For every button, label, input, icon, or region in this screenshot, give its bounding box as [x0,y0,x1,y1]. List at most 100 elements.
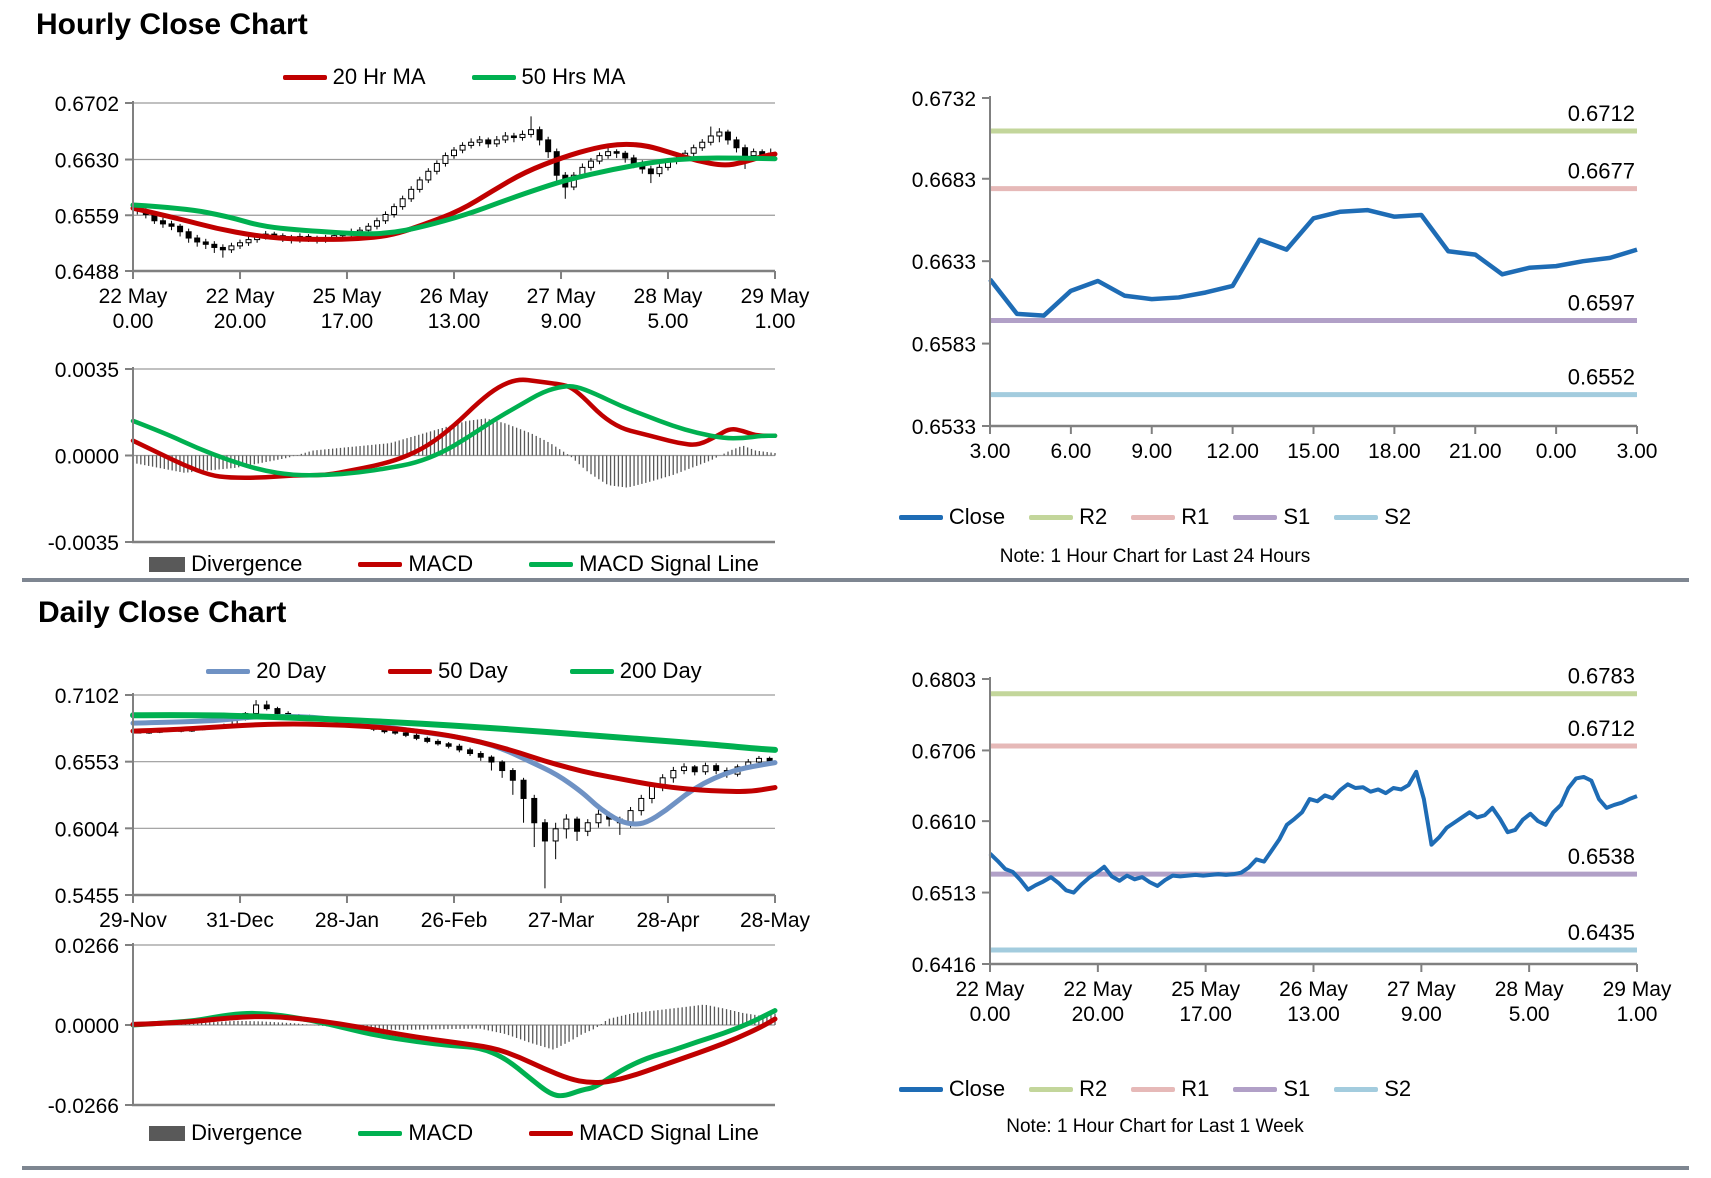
candle [595,813,602,824]
candle [681,766,688,772]
section-divider-top [22,578,1689,582]
candle [442,155,449,164]
series-20-hr-ma [130,141,778,242]
y-axis-label: 0.6683 [912,169,976,192]
candle [408,188,415,200]
candle [528,129,535,135]
candle [459,144,466,151]
pivot-label-r1: 0.6712 [1568,716,1635,741]
daily-section-title: Daily Close Chart [38,596,287,629]
x-axis-label: 27 May [527,285,596,308]
candle [638,797,645,812]
series-20-day [130,713,778,827]
x-axis-label: 22 May [206,285,275,308]
candle [263,704,270,710]
legend-label: R2 [1079,504,1108,529]
candle [211,243,218,248]
legend-line-swatch [569,668,614,674]
candle [766,757,773,762]
legend-label: S1 [1283,1076,1311,1101]
legend-label: S1 [1283,504,1311,529]
candle [237,242,243,247]
candle [425,170,432,181]
x-axis-label: 6.00 [1050,440,1091,463]
candle [656,166,663,175]
y-axis-label: 0.6630 [55,150,119,173]
candle [755,757,762,763]
weekly-chart-note: Note: 1 Hour Chart for Last 1 Week [1006,1116,1304,1137]
x-axis-label: 1.00 [755,310,796,333]
candle [274,708,281,714]
pivot-label-s2: 0.6552 [1568,365,1635,390]
x-axis-label: 5.00 [648,310,689,333]
legend-item-s2: S2 [1334,1076,1411,1102]
x-axis-label: 26-Feb [421,909,488,932]
candle [433,162,440,172]
candle [424,737,431,742]
candle [702,765,709,773]
candle [648,785,655,799]
candle [553,151,560,176]
x-axis-label: 3.00 [970,440,1011,463]
legend-item-s1: S1 [1233,1076,1310,1102]
x-axis-label: 25 May [313,285,382,308]
legend-line-swatch [1029,1086,1074,1092]
candle [510,135,517,139]
candle [670,770,677,779]
legend-label: R2 [1079,1076,1108,1101]
pivot-label-s2: 0.6435 [1568,920,1635,945]
candle [742,147,749,157]
candle [476,139,483,143]
candle [552,828,559,842]
legend-line-swatch [1131,1086,1176,1092]
daily_macd-chart: -0.0266 0.0000 0.0266 [48,935,778,1118]
legend-box-swatch [149,1125,186,1141]
candle [630,157,637,164]
legend-item-macd: MACD [358,551,473,577]
series-close [988,769,1638,895]
x-axis-label: 22 May [1063,978,1132,1001]
x-axis-label: 13.00 [428,310,481,333]
candle [519,133,526,139]
legend-line-swatch [529,561,574,567]
candle [493,139,500,145]
legend-item-20-day: 20 Day [206,658,326,684]
candle [509,770,516,781]
y-axis-label: 0.5455 [55,885,119,908]
legend-line-swatch [1233,514,1278,520]
x-axis-label: 9.00 [541,310,582,333]
y-axis-label: 0.6583 [912,334,976,357]
daily-price-legend: 20 Day 50 Day 200 Day [133,658,775,684]
y-axis-label: 0.6732 [912,88,976,111]
candle [219,246,226,251]
candle [391,206,398,215]
legend-item-macd: MACD [358,1120,473,1146]
candle [699,141,706,149]
candle [434,740,441,745]
pivot-label-s1: 0.6538 [1568,844,1635,869]
candle [647,168,654,175]
candle [707,135,714,143]
y-axis-label: 0.6513 [912,883,976,906]
legend-item-r2: R2 [1029,1076,1107,1102]
y-axis-label: 0.6559 [55,205,119,228]
legend-item-s2: S2 [1334,504,1411,530]
legend-line-swatch [206,668,251,674]
candle [392,731,399,734]
series-macd [130,377,778,480]
legend-item-20-hr-ma: 20 Hr MA [282,64,426,90]
legend-line-swatch [898,1086,943,1092]
x-axis-label: 26 May [420,285,489,308]
legend-item-macd-signal-line: MACD Signal Line [529,1120,759,1146]
candle [416,179,423,190]
x-axis-label: 29 May [741,285,810,308]
candle [574,818,581,832]
hourly-macd-legend: Divergence MACD MACD Signal Line [133,551,775,577]
candle [467,749,474,755]
legend-label: MACD [408,1120,474,1145]
candle [245,239,252,244]
y-axis-label: 0.6553 [55,752,119,775]
candle [488,756,495,763]
